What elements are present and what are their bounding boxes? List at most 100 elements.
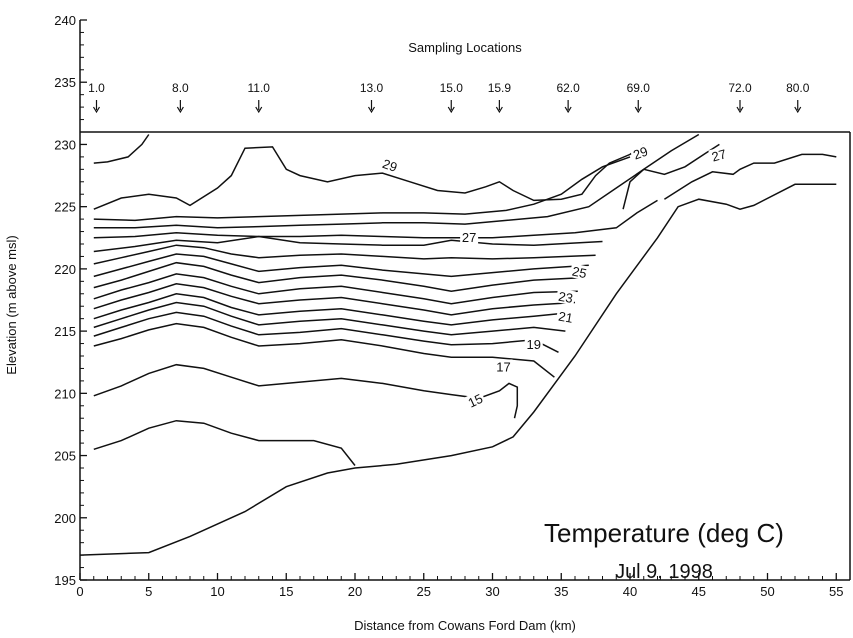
y-tick-label: 235 [54,75,76,90]
contour-line [93,244,596,265]
contour-label-bg [460,230,479,245]
contour-line [93,261,584,293]
contour-label-group: 27 [708,145,730,165]
contour-label: 23 [557,289,574,306]
sampling-arrow-head [255,106,263,114]
contour-label-bg [555,308,576,326]
chart-title: Temperature (deg C) [544,518,784,548]
contour-line [93,322,555,378]
contour-label: 29 [381,156,400,175]
sampling-arrow-head [176,106,184,114]
x-tick-label: 45 [692,584,706,599]
sampling-location-label: 80.0 [786,81,810,95]
sampling-location-label: 13.0 [360,81,384,95]
sampling-arrow-head [367,106,376,114]
contour-label-bg [629,142,652,163]
sampling-arrow-head [564,106,572,114]
sampling-location-label: 15.0 [440,81,464,95]
y-axis: 195 200 205 210 215 220 225 230 235 240 [54,13,87,588]
sampling-arrow-head [794,106,802,114]
sampling-location-label: 72.0 [728,81,752,95]
x-axis: 0 5 10 15 20 25 30 35 40 45 50 55 [76,573,851,599]
sampling-arrow-head [92,106,101,114]
sampling-arrow-head [634,106,642,114]
y-tick-label: 225 [54,200,76,215]
sampling-location-label: 1.0 [88,81,105,95]
contour-line [93,134,150,164]
contour-label-group: 23 [555,288,576,306]
contour-line [93,293,573,326]
contour-line [93,133,700,229]
y-tick-label: 200 [54,511,76,526]
contour-label-group: 29 [379,155,401,175]
x-tick-label: 55 [829,584,843,599]
contour-label-group: 25 [569,263,590,281]
x-tick-label: 25 [417,584,431,599]
sampling-location-label: 69.0 [627,81,651,95]
contour-line [93,273,578,305]
contour-label-bg [708,145,730,165]
contour-label-group: 19 [524,337,543,352]
sampling-locations: Sampling Locations 1.0 8.0 11.0 13.0 15.0 15.… [88,40,810,114]
contour-line [93,419,356,466]
x-tick-label: 15 [279,584,293,599]
y-tick-label: 230 [54,137,76,152]
contour-label: 27 [710,146,728,164]
x-tick-label: 50 [760,584,774,599]
contour-label-group: 15 [464,390,487,411]
x-tick-label: 10 [210,584,224,599]
sampling-locations-title: Sampling Locations [408,40,522,55]
plot-frame [79,20,851,581]
reservoir-bottom-line [79,183,837,556]
contour-line [93,235,603,253]
contour-line [93,156,631,222]
y-tick-label: 240 [54,13,76,28]
y-tick-label: 195 [54,573,76,588]
sampling-arrow-head [495,106,503,114]
contour-line [622,143,720,210]
contour-line [663,153,837,200]
contour-line [93,301,566,336]
contour-label-bg [379,155,401,175]
contour-line [93,311,559,353]
y-axis-title: Elevation (m above msl) [4,235,19,374]
contour-label: 27 [462,230,476,245]
contour-label-group: 29 [629,142,652,163]
sampling-location-label: 11.0 [248,81,271,95]
contour-line [93,283,576,316]
sampling-arrow-head [736,106,744,114]
sampling-arrow-head [447,106,455,114]
contour-label-bg [524,337,543,352]
contour-label-group: 17 [494,359,513,374]
sampling-location-label: 8.0 [172,81,189,95]
contour-label-group: 21 [555,308,576,326]
contour-label-bg [494,359,513,374]
contour-line [93,199,658,239]
contour-label: 21 [557,309,574,326]
x-tick-label: 0 [76,584,83,599]
sampling-location-label: 62.0 [556,81,580,95]
y-tick-label: 205 [54,449,76,464]
x-axis-title: Distance from Cowans Ford Dam (km) [354,618,576,633]
contour-label: 29 [631,143,650,162]
contour-line [93,253,589,278]
x-tick-label: 5 [145,584,152,599]
contour-label: 19 [527,337,541,352]
contour-label-bg [464,390,487,411]
x-tick-label: 40 [623,584,637,599]
y-tick-label: 215 [54,324,76,339]
y-tick-label: 210 [54,386,76,401]
x-tick-label: 20 [348,584,362,599]
contour-label: 15 [466,391,485,411]
reservoir-bottom [79,183,837,556]
contour-label: 17 [496,359,510,374]
contour-labels: 29 29 27 27 25 23 21 19 17 15 [379,142,730,411]
contour-label-group: 27 [460,230,479,245]
sampling-location-label: 15.9 [488,81,512,95]
contour-label-bg [569,263,590,281]
contour-line [93,363,519,419]
contour-line [93,143,645,210]
y-tick-label: 220 [54,262,76,277]
chart-date: Jul 9, 1998 [615,561,713,583]
